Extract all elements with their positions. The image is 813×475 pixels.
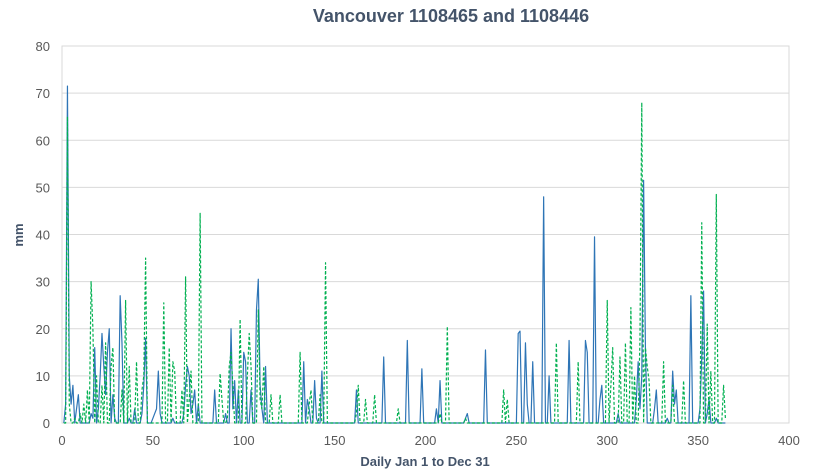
y-tick-label: 40 — [36, 228, 50, 243]
y-tick-label: 30 — [36, 275, 50, 290]
x-tick-label: 250 — [506, 433, 528, 448]
x-tick-label: 300 — [596, 433, 618, 448]
y-tick-label: 80 — [36, 39, 50, 54]
x-tick-label: 200 — [415, 433, 437, 448]
y-tick-label: 20 — [36, 322, 50, 337]
x-tick-label: 400 — [778, 433, 800, 448]
x-tick-label: 150 — [324, 433, 346, 448]
x-tick-label: 50 — [146, 433, 160, 448]
chart-title: Vancouver 1108465 and 1108446 — [313, 6, 589, 26]
y-tick-label: 0 — [43, 416, 50, 431]
x-tick-label: 0 — [58, 433, 65, 448]
x-tick-label: 100 — [233, 433, 255, 448]
y-tick-label: 70 — [36, 86, 50, 101]
series-line-2 — [63, 101, 726, 424]
x-tick-label: 350 — [687, 433, 709, 448]
y-tick-label: 50 — [36, 180, 50, 195]
y-tick-label: 60 — [36, 133, 50, 148]
y-tick-label: 10 — [36, 369, 50, 384]
x-axis-title: Daily Jan 1 to Dec 31 — [360, 454, 489, 469]
y-axis-title: mm — [11, 223, 26, 246]
series-layer — [63, 85, 726, 424]
tick-label-layer: 0 10 20 30 40 50 60 70 80 0 50 100 150 200 250 300 350 40… — [36, 39, 800, 448]
